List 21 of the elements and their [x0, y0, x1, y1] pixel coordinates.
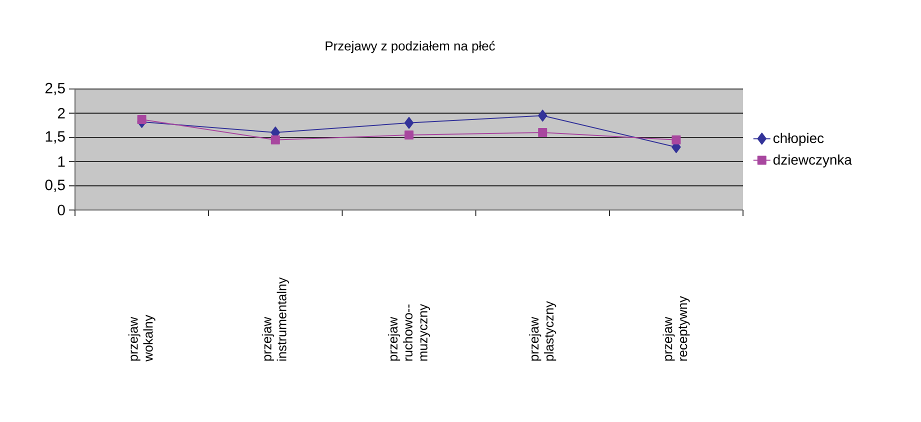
y-tick-label: 2,5 [45, 82, 65, 96]
x-tick-label: przejaw ruchowo--muzyczny [388, 304, 430, 361]
y-tick-label: 2 [58, 108, 65, 118]
y-tick-label: 1,5 [46, 131, 65, 144]
x-tick-label: przejaw plastyczny [529, 301, 556, 361]
point [672, 135, 681, 144]
point [137, 114, 146, 124]
point [404, 116, 414, 129]
point [538, 110, 548, 122]
legend-label: chłopiec [773, 132, 824, 146]
y-tick-label: 1 [58, 156, 65, 167]
x-tick-label: przejaw receptywny [662, 296, 690, 361]
x-tick-label: przejaw instrumentalny [262, 277, 289, 361]
point [538, 128, 548, 138]
chart-title: Przejawy z podziałem na płeć [326, 40, 495, 54]
point [404, 130, 414, 140]
y-tick-label: 0 [58, 204, 65, 216]
point [270, 135, 280, 144]
legend-label: dziewczynka [773, 154, 852, 168]
x-tick-label: przejaw wokalny [128, 314, 156, 362]
y-tick-label: 0,5 [45, 180, 65, 192]
